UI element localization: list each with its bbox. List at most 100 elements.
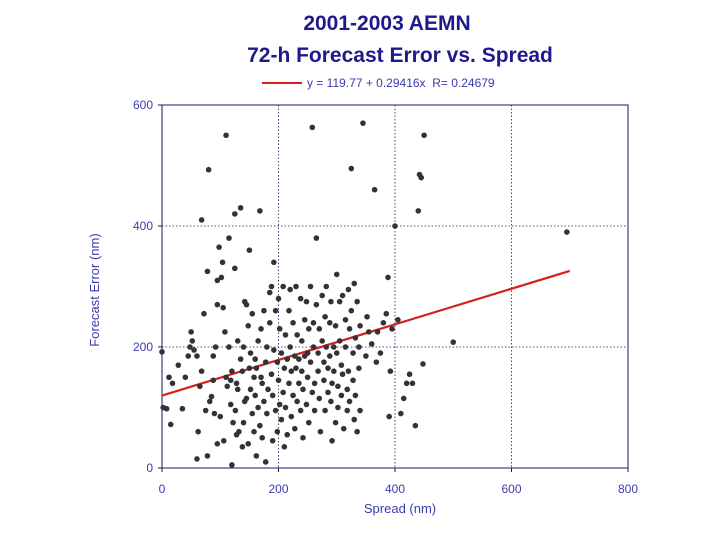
data-point (204, 453, 211, 459)
data-point (240, 419, 247, 426)
data-point (420, 361, 426, 367)
data-point (265, 386, 271, 393)
data-point (328, 298, 334, 305)
data-point (364, 313, 370, 320)
data-point (227, 377, 234, 384)
data-point (383, 310, 390, 317)
data-point (208, 393, 215, 400)
data-point (301, 316, 308, 323)
data-point (214, 301, 221, 308)
data-point (352, 392, 359, 399)
y-tick-label: 400 (133, 219, 153, 233)
data-point (163, 405, 170, 412)
data-point (257, 208, 263, 214)
data-point (311, 407, 318, 414)
data-point (220, 437, 227, 444)
chart-title: 2001-2003 AEMN (303, 12, 470, 35)
data-point (280, 283, 286, 290)
data-point (309, 389, 316, 396)
data-point (293, 365, 299, 371)
data-point (198, 368, 205, 375)
data-point (418, 174, 425, 181)
data-point (262, 459, 269, 465)
data-point (328, 398, 334, 405)
data-point (331, 368, 337, 375)
data-point (305, 419, 312, 426)
data-point (258, 326, 264, 332)
data-point (315, 368, 321, 375)
data-point (271, 347, 277, 353)
data-point (303, 401, 310, 408)
data-point (352, 335, 359, 341)
data-point (223, 132, 229, 139)
data-point (319, 292, 325, 299)
data-point (226, 235, 232, 241)
data-point (249, 310, 256, 317)
data-point (294, 398, 300, 405)
data-point (280, 389, 286, 396)
plot-area: 0 200 400 600 800 0 200 400 600 (133, 98, 638, 496)
data-point (191, 347, 197, 353)
data-point (316, 395, 323, 402)
data-point (275, 377, 282, 384)
data-point (292, 353, 298, 359)
data-point (329, 380, 335, 387)
data-point (297, 407, 304, 414)
data-point (219, 259, 226, 266)
data-point (326, 320, 333, 326)
data-point (243, 301, 250, 308)
x-tick-labels: 0 200 400 600 800 (159, 468, 638, 496)
data-point (234, 386, 241, 393)
data-point (259, 380, 265, 387)
data-point (210, 377, 217, 384)
data-point (287, 286, 293, 293)
data-point (307, 359, 314, 365)
data-point (268, 371, 275, 378)
y-tick-label: 200 (133, 340, 153, 354)
data-point (335, 383, 341, 390)
data-point (218, 274, 225, 281)
data-point (243, 395, 250, 402)
data-point (333, 271, 340, 278)
data-point (259, 434, 265, 441)
data-point (222, 329, 228, 335)
data-point (284, 356, 291, 362)
data-point (335, 404, 341, 411)
data-point (229, 368, 235, 375)
data-point (278, 350, 285, 356)
data-point (346, 398, 353, 405)
data-point (210, 353, 217, 359)
data-point (415, 208, 422, 214)
data-point (345, 286, 352, 293)
data-point (315, 350, 321, 356)
data-point (255, 338, 261, 344)
data-point (340, 425, 347, 432)
data-point (214, 277, 221, 284)
data-point (325, 365, 331, 371)
data-point (403, 380, 410, 387)
data-point (325, 389, 331, 396)
data-point (342, 316, 349, 323)
data-point (245, 441, 252, 447)
data-point (316, 326, 323, 332)
data-point (233, 380, 240, 387)
grid (162, 105, 628, 468)
data-point (350, 350, 356, 356)
data-point (350, 377, 356, 384)
data-point (303, 298, 310, 305)
data-points (159, 120, 570, 468)
data-point (182, 374, 189, 381)
data-point (357, 407, 363, 414)
data-point (264, 344, 270, 350)
data-point (371, 186, 378, 193)
data-point (305, 326, 312, 332)
x-tick-label: 200 (268, 482, 288, 496)
data-point (311, 380, 318, 387)
data-point (310, 320, 317, 326)
data-point (276, 326, 283, 332)
data-point (211, 410, 218, 417)
data-point (237, 356, 244, 362)
data-point (269, 437, 276, 444)
data-point (409, 380, 416, 387)
